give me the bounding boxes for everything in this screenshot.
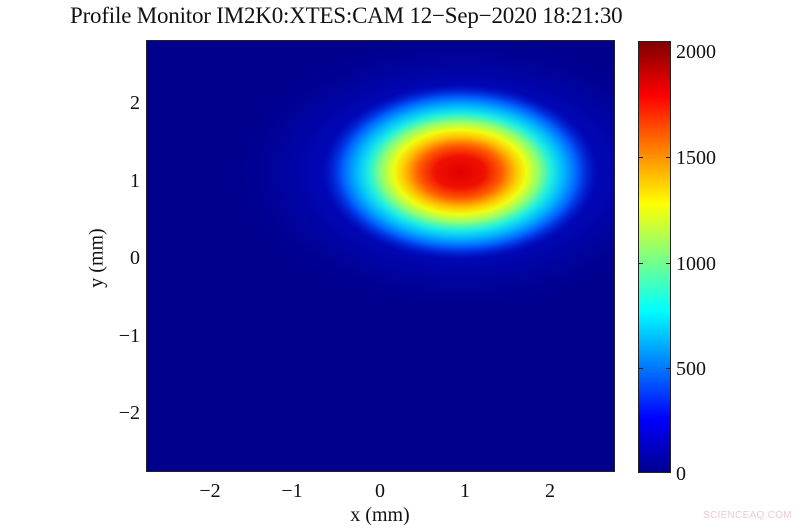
x-tick-label: 0 (375, 480, 385, 502)
beam-profile-image (146, 40, 615, 472)
colorbar-tick-label: 2000 (676, 41, 716, 63)
beam-spot-heatmap (210, 41, 614, 322)
colorbar-tick-mark (639, 263, 643, 264)
x-tick-label: −2 (199, 480, 221, 502)
y-tick-label: 2 (130, 92, 140, 114)
colorbar-tick-label: 1000 (676, 253, 716, 275)
x-tick-label: −1 (281, 480, 303, 502)
colorbar (638, 41, 671, 473)
colorbar-tick-mark (666, 157, 670, 158)
colorbar-tick-label: 1500 (676, 147, 716, 169)
colorbar-tick-mark (639, 157, 643, 158)
y-tick-label: 1 (130, 170, 140, 192)
x-tick-label: 1 (460, 480, 470, 502)
y-tick-label: 0 (130, 247, 140, 269)
colorbar-tick-mark (666, 368, 670, 369)
colorbar-tick-label: 500 (676, 358, 706, 380)
y-tick-label: −1 (118, 325, 140, 347)
x-axis-label: x (mm) (350, 504, 410, 526)
colorbar-tick-mark (666, 263, 670, 264)
colorbar-tick-label: 0 (676, 463, 686, 485)
x-tick-label: 2 (545, 480, 555, 502)
y-axis-label: y (mm) (85, 228, 108, 288)
colorbar-tick-mark (639, 368, 643, 369)
y-tick-label: −2 (118, 402, 140, 424)
chart-title: Profile Monitor IM2K0:XTES:CAM 12−Sep−20… (70, 3, 623, 28)
watermark: SCIENCEAQ.COM (703, 510, 792, 521)
